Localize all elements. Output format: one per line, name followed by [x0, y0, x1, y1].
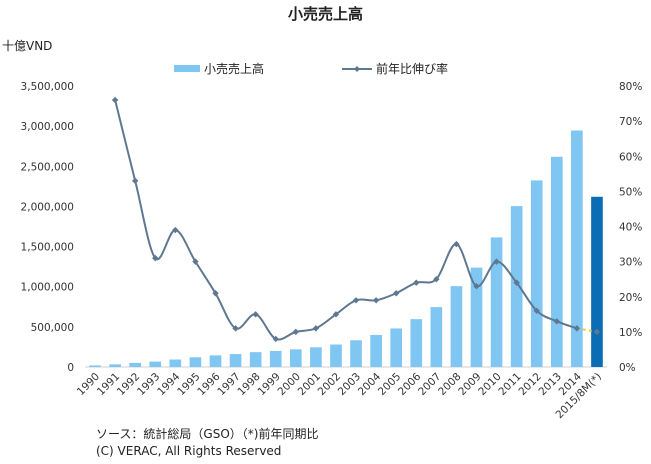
bar [149, 361, 162, 367]
y2-tick-label: 70% [619, 116, 642, 128]
bar [330, 344, 342, 367]
legend-line-label: 前年比伸び率 [376, 62, 449, 76]
chart-title: 小売売上高 [287, 5, 363, 23]
growth-point [292, 328, 300, 336]
growth-point [332, 311, 340, 318]
y-axis-unit-label: 十億VND [2, 39, 53, 53]
growth-point [352, 297, 360, 304]
y-tick-label: 2,500,000 [21, 161, 74, 173]
growth-point [232, 325, 239, 332]
legend-bar-swatch [174, 65, 200, 72]
legend-bar-label: 小売売上高 [204, 62, 265, 76]
y-tick-label: 2,000,000 [21, 201, 74, 213]
growth-point [453, 240, 460, 248]
growth-point [252, 311, 259, 318]
growth-line [114, 99, 578, 341]
bar [490, 237, 503, 367]
growth-point [392, 290, 400, 297]
bar [169, 359, 182, 367]
y-tick-label: 3,500,000 [21, 81, 74, 93]
y2-tick-label: 10% [619, 327, 642, 339]
growth-point [413, 279, 420, 286]
bar [450, 286, 463, 367]
source-line: ソース：統計総局（GSO）（*)前年同期比 [96, 427, 319, 441]
bar [410, 319, 423, 367]
bar [310, 347, 322, 367]
bar [350, 340, 362, 367]
bar [269, 350, 282, 367]
legend-line-swatch [342, 65, 372, 72]
y2-tick-label: 60% [619, 151, 642, 163]
growth-point [533, 307, 540, 314]
growth-point [433, 275, 440, 283]
legend-item-bars: 小売売上高 [174, 60, 264, 77]
y2-tick-label: 40% [619, 222, 642, 234]
growth-point [473, 283, 480, 290]
growth-point [152, 254, 159, 262]
growth-point [372, 297, 380, 304]
y-tick-label: 500,000 [31, 322, 74, 334]
growth-point [192, 258, 199, 265]
growth-point [593, 328, 601, 336]
growth-point [553, 318, 561, 325]
growth-point [272, 335, 279, 343]
y2-tick-label: 50% [619, 186, 642, 198]
growth-point [172, 226, 179, 234]
bar [129, 362, 142, 367]
chart-legend: 小売売上高 前年比伸び率 [0, 60, 651, 78]
y-tick-label: 1,500,000 [21, 242, 74, 254]
bar [530, 180, 543, 367]
bar [550, 156, 563, 367]
growth-point [513, 279, 520, 286]
bar [430, 307, 443, 367]
y2-tick-label: 20% [619, 292, 642, 304]
y-tick-label: 3,000,000 [21, 121, 74, 133]
bar [109, 364, 121, 367]
source-note: ソース：統計総局（GSO）（*)前年同期比 (C) VERAC, All Rig… [96, 426, 318, 460]
bar [370, 334, 382, 367]
y2-tick-label: 0% [619, 362, 636, 374]
growth-point [111, 96, 119, 104]
bar [591, 196, 603, 367]
bar [229, 354, 242, 367]
bar [289, 349, 302, 367]
legend-item-line: 前年比伸び率 [342, 60, 448, 77]
growth-point [131, 177, 139, 185]
y-tick-label: 0 [67, 362, 74, 374]
bar [390, 328, 403, 367]
bar [209, 355, 222, 367]
growth-point [212, 290, 219, 297]
bar [571, 130, 583, 367]
bar [470, 267, 483, 367]
y2-tick-label: 30% [619, 257, 642, 269]
y-tick-label: 1,000,000 [21, 282, 74, 294]
bar [89, 365, 101, 367]
growth-point [493, 258, 500, 265]
bar [249, 352, 262, 367]
growth-point [573, 325, 581, 332]
bar [510, 206, 523, 367]
bar [189, 357, 202, 367]
y2-tick-label: 80% [619, 81, 642, 93]
growth-point [312, 325, 320, 332]
copyright-line: (C) VERAC, All Rights Reserved [96, 444, 282, 458]
